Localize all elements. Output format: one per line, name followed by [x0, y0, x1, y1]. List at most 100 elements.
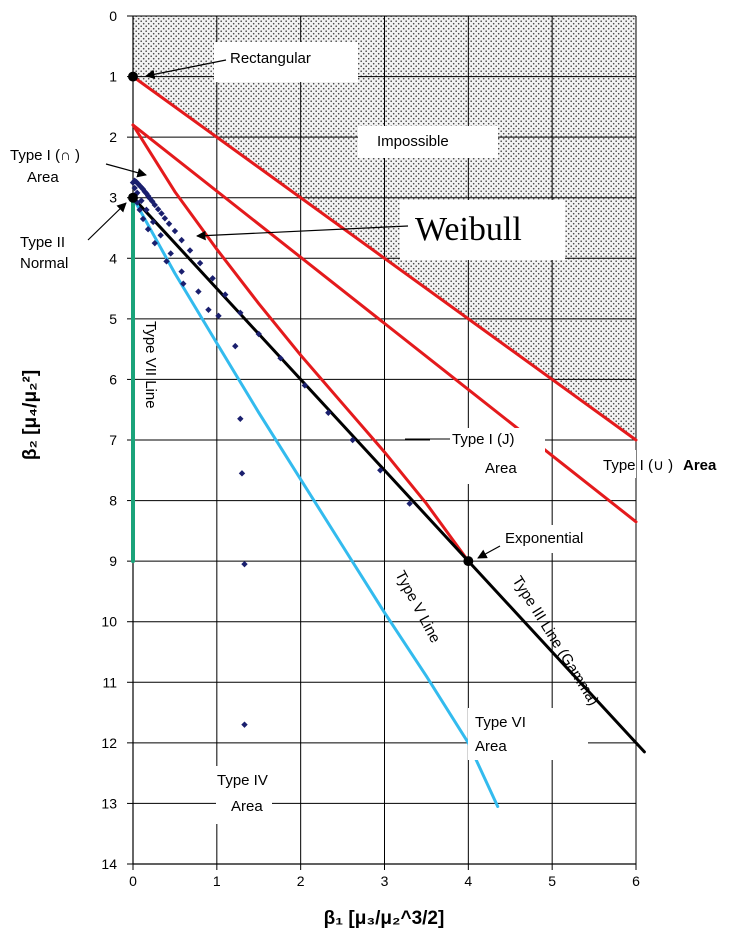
type-i-u-label: Type I (∪ ) [603, 457, 673, 474]
weibull-point [144, 226, 152, 233]
x-tick-label: 6 [632, 873, 640, 889]
weibull-point [237, 415, 244, 422]
y-tick-label: 6 [109, 371, 117, 387]
type-ii-label: Type II [20, 234, 65, 251]
y-tick-label: 0 [109, 8, 117, 24]
y-tick-label: 13 [101, 795, 117, 811]
y-tick-label: 2 [109, 129, 117, 145]
rectangular-arrow [145, 59, 227, 80]
normal-marker [128, 192, 138, 203]
impossible-label: Impossible [377, 133, 449, 150]
distribution-markers [128, 71, 474, 567]
weibull-point [186, 247, 194, 254]
weibull-arrow [196, 225, 409, 241]
type-vi-label: Type VI [475, 714, 526, 731]
weibull-point [167, 250, 174, 257]
weibull-point [232, 342, 239, 350]
weibull-point [151, 239, 158, 247]
exponential-marker [463, 556, 474, 567]
weibull-point [215, 312, 222, 320]
weibull-point [255, 330, 262, 338]
weibull-point [136, 206, 143, 214]
y-tick-label: 11 [102, 674, 117, 690]
weibull-point [138, 197, 145, 204]
weibull-point [209, 275, 216, 282]
weibull-point [195, 288, 202, 295]
weibull-point [237, 309, 244, 316]
y-tick-label: 9 [109, 553, 117, 569]
type-i-u-line [131, 123, 638, 524]
weibull-point [222, 291, 229, 298]
type-v-line [131, 196, 500, 808]
weibull-point [178, 236, 185, 244]
type-i-j-area-label: Area [485, 460, 517, 477]
weibull-point [149, 218, 157, 226]
weibull-point [277, 355, 284, 362]
weibull-point [154, 206, 162, 213]
rectangular-label: Rectangular [230, 50, 311, 67]
type-i-j-label: Type I (J) [452, 431, 515, 448]
weibull-point [151, 201, 158, 209]
rectangular-marker [128, 71, 138, 82]
weibull-point [165, 220, 173, 227]
y-tick-label: 14 [101, 856, 117, 872]
weibull-label: Weibull [415, 211, 522, 248]
x-axis-title: β₁ [μ₃/μ₂^3/2] [324, 908, 445, 929]
normal-arrow [87, 202, 127, 241]
type-iii-line-label: Type III Line (Gamma) [509, 573, 602, 709]
exponential-arrow [477, 545, 501, 559]
x-tick-label: 0 [129, 873, 137, 889]
x-tick-label: 1 [213, 873, 221, 889]
weibull-point [139, 215, 147, 223]
weibull-point [163, 258, 170, 265]
x-tick-label: 3 [381, 873, 389, 889]
weibull-point [180, 280, 187, 287]
weibull-point [241, 721, 248, 728]
weibull-point [171, 227, 179, 235]
series-group [131, 75, 646, 808]
weibull-point [157, 232, 164, 239]
type-i-cap-arrow [105, 163, 147, 178]
x-tick-label: 2 [297, 873, 305, 889]
y-axis-title: β₂ [μ₄/μ₂²] [20, 370, 41, 460]
weibull-point [178, 268, 185, 275]
y-tick-label: 5 [109, 311, 117, 327]
x-tick-label: 5 [548, 873, 556, 889]
weibull-point [301, 382, 309, 389]
weibull-point [161, 215, 169, 222]
weibull-point [134, 180, 142, 187]
weibull-point [158, 210, 165, 217]
weibull-point [131, 184, 138, 192]
y-tick-label: 12 [101, 735, 117, 751]
weibull-point [377, 467, 384, 474]
weibull-point [238, 470, 246, 477]
type-i-u-area-label: Area [683, 457, 717, 474]
type-vi-area-label: Area [475, 738, 507, 755]
weibull-point [349, 436, 356, 444]
weibull-point [205, 306, 212, 313]
weibull-point [196, 259, 204, 267]
impossible-boundary [131, 75, 638, 442]
type-iv-label: Type IV [217, 772, 268, 789]
weibull-point [325, 409, 332, 416]
y-tick-label: 10 [101, 614, 117, 630]
normal-label: Normal [20, 255, 68, 272]
weibull-points [129, 177, 413, 728]
type-i-cap-area-label: Area [27, 169, 59, 186]
weibull-point [143, 206, 150, 214]
weibull-point [149, 198, 156, 205]
type-vii-label: Type VII Line [142, 321, 159, 409]
type-i-cap-label: Type I (∩ ) [10, 147, 80, 164]
weibull-point [241, 560, 248, 568]
x-tick-label: 4 [464, 873, 472, 889]
type-iii-line [131, 196, 646, 754]
y-tick-label: 8 [109, 493, 117, 509]
type-i-j-curve [131, 123, 470, 563]
y-tick-label: 3 [109, 190, 117, 206]
weibull-point [138, 184, 145, 191]
y-tick-label: 7 [109, 432, 117, 448]
exponential-label: Exponential [505, 530, 583, 547]
